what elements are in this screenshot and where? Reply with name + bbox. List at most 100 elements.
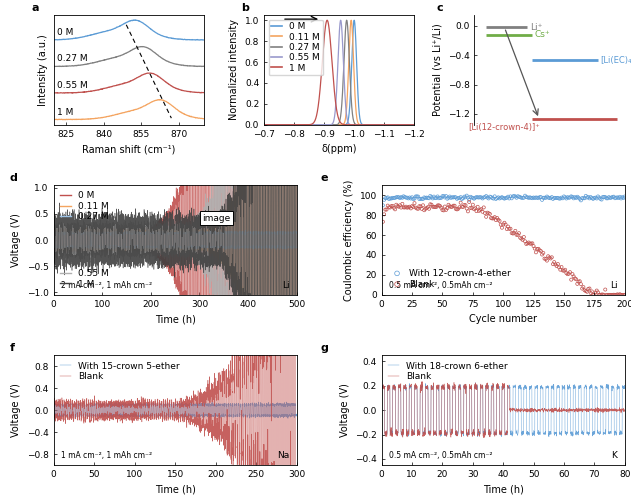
With 12-crown-4-ether	[475, 193, 485, 201]
Blank	[606, 291, 616, 299]
With 12-crown-4-ether	[464, 196, 475, 204]
With 15-crown 5-ether	[181, 414, 189, 420]
Blank	[563, 270, 574, 278]
With 12-crown-4-ether	[510, 192, 521, 200]
Blank	[615, 290, 625, 298]
Blank	[420, 205, 430, 213]
With 18-crown 6-ether	[378, 410, 386, 416]
With 12-crown-4-ether	[540, 194, 550, 202]
Blank	[491, 216, 501, 224]
Blank	[396, 204, 406, 212]
Blank	[559, 266, 569, 274]
With 18-crown 6-ether	[617, 428, 625, 434]
With 12-crown-4-ether	[563, 194, 574, 202]
Blank	[616, 291, 626, 299]
Blank	[600, 286, 610, 294]
With 12-crown-4-ether	[519, 194, 529, 202]
With 12-crown-4-ether	[478, 194, 488, 202]
Blank	[553, 260, 563, 268]
With 12-crown-4-ether	[548, 195, 558, 203]
Blank	[532, 245, 542, 253]
With 12-crown-4-ether	[396, 193, 406, 201]
With 12-crown-4-ether	[587, 194, 597, 202]
Blank	[595, 291, 605, 299]
With 18-crown 6-ether	[471, 380, 479, 386]
Blank	[548, 260, 558, 268]
With 12-crown-4-ether	[436, 194, 446, 202]
With 12-crown-4-ether	[429, 192, 439, 200]
With 12-crown-4-ether	[554, 194, 564, 202]
Blank	[536, 247, 546, 255]
Blank	[464, 198, 475, 206]
Blank	[433, 202, 444, 209]
With 12-crown-4-ether	[606, 194, 616, 202]
Blank	[383, 202, 393, 209]
With 12-crown-4-ether	[446, 194, 456, 202]
With 12-crown-4-ether	[530, 194, 540, 202]
With 12-crown-4-ether	[586, 193, 596, 201]
With 12-crown-4-ether	[524, 194, 534, 202]
With 12-crown-4-ether	[503, 192, 513, 200]
With 12-crown-4-ether	[471, 193, 481, 201]
With 12-crown-4-ether	[551, 194, 562, 202]
With 18-crown 6-ether	[531, 431, 539, 437]
Blank	[583, 285, 593, 293]
With 15-crown 5-ether	[225, 413, 233, 419]
Blank	[452, 206, 462, 214]
With 15-crown 5-ether	[107, 398, 115, 404]
Blank	[424, 205, 434, 213]
With 12-crown-4-ether	[553, 194, 563, 202]
Blank	[584, 284, 594, 292]
Blank	[441, 206, 451, 214]
Blank	[604, 291, 614, 299]
With 15-crown 5-ether	[284, 416, 292, 422]
With 12-crown-4-ether	[439, 192, 449, 200]
Blank	[510, 227, 521, 235]
Blank	[453, 204, 463, 212]
Blank	[596, 290, 606, 298]
With 12-crown-4-ether	[500, 194, 510, 202]
Blank	[482, 208, 492, 216]
With 12-crown-4-ether	[480, 193, 490, 201]
Text: c: c	[437, 2, 444, 12]
With 12-crown-4-ether	[604, 193, 614, 201]
Text: [Li(EC)₄]⁺: [Li(EC)₄]⁺	[601, 56, 631, 65]
Blank	[463, 208, 473, 216]
Blank	[572, 280, 582, 288]
Blank	[411, 204, 421, 212]
Blank	[466, 204, 476, 212]
With 12-crown-4-ether	[445, 192, 455, 200]
With 12-crown-4-ether	[541, 194, 551, 202]
Blank	[554, 264, 564, 272]
With 12-crown-4-ether	[512, 194, 522, 202]
With 12-crown-4-ether	[418, 195, 428, 203]
With 12-crown-4-ether	[390, 194, 400, 202]
With 12-crown-4-ether	[419, 194, 429, 202]
With 12-crown-4-ether	[603, 194, 613, 202]
Blank	[50, 408, 57, 414]
Blank	[551, 262, 562, 270]
Blank	[465, 204, 475, 212]
Blank	[478, 208, 488, 216]
With 18-crown 6-ether	[621, 384, 628, 390]
With 12-crown-4-ether	[577, 194, 587, 202]
Blank	[605, 291, 615, 299]
With 15-crown 5-ether	[270, 412, 278, 418]
Blank	[439, 206, 449, 214]
Blank	[525, 240, 535, 248]
Blank	[386, 202, 396, 210]
With 12-crown-4-ether	[526, 194, 536, 202]
Blank	[558, 266, 568, 274]
Blank	[588, 291, 598, 299]
Blank	[499, 219, 509, 227]
Blank	[565, 268, 575, 276]
Blank	[546, 254, 556, 262]
Blank	[502, 225, 512, 233]
Text: [Li(12-crown-4)]⁺: [Li(12-crown-4)]⁺	[469, 124, 540, 132]
Blank	[538, 249, 548, 257]
X-axis label: Time (h): Time (h)	[155, 484, 196, 494]
Blank	[382, 206, 392, 214]
Blank	[470, 204, 480, 212]
With 18-crown 6-ether	[500, 382, 508, 388]
Blank	[394, 202, 404, 210]
